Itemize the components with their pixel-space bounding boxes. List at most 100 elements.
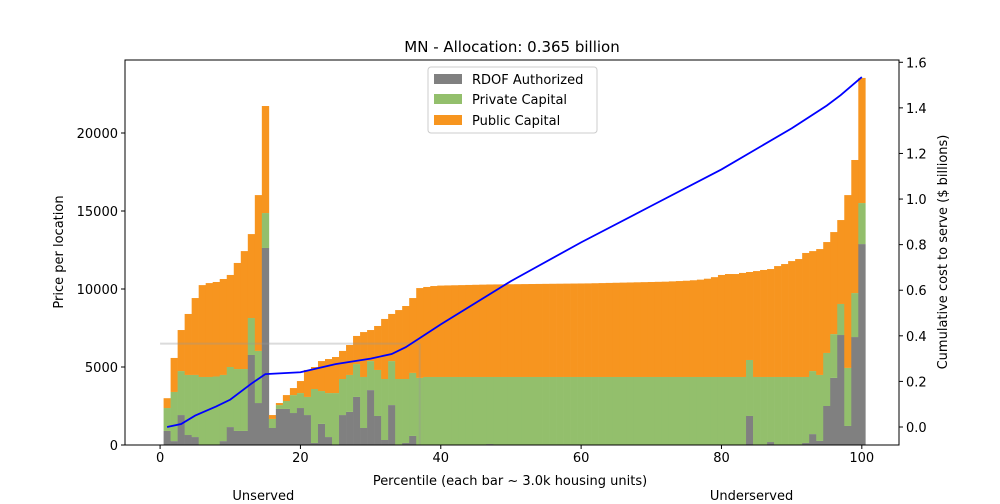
bar-private	[746, 359, 754, 416]
bar-private	[661, 376, 670, 445]
bar-rdof	[858, 244, 866, 445]
y-right-tick-label: 1.4	[906, 102, 927, 117]
bar-rdof	[177, 415, 185, 445]
bar-rdof	[163, 430, 171, 445]
bar-private	[500, 376, 508, 445]
cumulative-line-group	[166, 76, 863, 428]
bar-private	[514, 376, 522, 445]
y-right-tick-label: 0.0	[906, 421, 927, 436]
bar-private	[374, 369, 382, 416]
bar-public	[219, 279, 228, 375]
legend-label-public: Public Capital	[472, 114, 560, 129]
y-right-tick-label: 1.0	[906, 193, 927, 208]
legend: RDOF Authorized Private Capital Public C…	[427, 66, 598, 134]
bar-private	[184, 374, 192, 436]
bar-private	[507, 376, 515, 445]
bar-private	[423, 376, 431, 445]
bar-public	[324, 359, 333, 394]
bar-private	[416, 377, 424, 445]
bar-rdof	[219, 441, 228, 445]
bar-rdof	[346, 411, 354, 445]
bar-private	[296, 393, 305, 409]
bar-public	[177, 330, 185, 372]
x-tick-label: 40	[433, 451, 450, 466]
bar-public	[696, 279, 705, 377]
y-ticks-right: 0.0 0.2 0.4 0.6 0.8 1.0 1.2 1.4 1.6	[899, 56, 927, 436]
bar-rdof	[254, 403, 263, 445]
bar-private	[381, 379, 389, 441]
bar-private	[619, 376, 628, 445]
bar-private	[409, 372, 417, 436]
y-tick-label: 5000	[85, 361, 118, 376]
bar-public	[254, 195, 263, 351]
bar-public	[444, 285, 452, 377]
bar-public	[521, 284, 529, 377]
bar-rdof	[381, 440, 389, 445]
y-right-tick-label: 1.6	[906, 56, 927, 71]
bar-public	[703, 278, 712, 377]
bar-public	[198, 285, 206, 377]
bar-private	[465, 376, 473, 445]
bar-private	[261, 213, 270, 248]
x-tick-label: 80	[713, 451, 730, 466]
bar-private	[542, 376, 550, 445]
bar-private	[479, 376, 487, 445]
bar-private	[521, 376, 529, 445]
bar-public	[535, 283, 543, 377]
bar-rdof	[388, 405, 396, 445]
bar-private	[584, 376, 592, 445]
bar-private	[577, 376, 585, 445]
y-right-tick-label: 0.8	[906, 239, 927, 254]
bar-public	[724, 274, 733, 377]
legend-box	[427, 66, 598, 134]
bar-private	[844, 367, 852, 426]
bar-private	[724, 376, 733, 445]
bars-group	[163, 77, 866, 445]
bar-public	[500, 284, 508, 377]
plot-frame	[124, 59, 900, 446]
bar-private	[219, 374, 228, 442]
bar-rdof	[184, 435, 192, 445]
bar-public	[458, 285, 466, 377]
legend-swatch-rdof	[434, 74, 462, 84]
bar-public	[346, 345, 354, 375]
bar-private	[809, 371, 817, 435]
bar-private	[170, 391, 178, 442]
bar-public	[809, 251, 817, 372]
bar-private	[563, 376, 571, 445]
bar-public	[416, 288, 424, 378]
bar-private	[626, 376, 635, 445]
bar-rdof	[233, 430, 242, 445]
bar-public	[837, 220, 845, 304]
bar-public	[795, 259, 803, 377]
bar-private	[703, 376, 712, 445]
reference-lines	[160, 342, 421, 445]
bar-public	[486, 284, 494, 377]
bar-private	[282, 401, 291, 409]
bar-public	[675, 281, 684, 377]
bar-private	[268, 418, 277, 428]
bar-public	[465, 284, 473, 377]
bar-private	[289, 395, 298, 414]
bar-rdof	[360, 427, 368, 445]
bar-public	[163, 398, 171, 409]
bar-public	[493, 284, 501, 377]
bar-private	[402, 379, 410, 443]
bar-private	[781, 376, 789, 445]
chart-title: MN - Allocation: 0.365 billion	[404, 38, 619, 56]
bar-public	[830, 232, 838, 335]
bar-private	[310, 388, 319, 443]
bar-rdof	[830, 377, 838, 445]
x-ticks: 0 20 40 60 80 100	[156, 445, 874, 466]
y-right-tick-label: 0.4	[906, 330, 927, 345]
bar-private	[163, 408, 171, 431]
bar-public	[184, 313, 192, 375]
bar-private	[226, 367, 235, 428]
bar-private	[360, 376, 368, 428]
bar-private	[731, 376, 740, 445]
bar-private	[303, 396, 312, 416]
cumulative-cost-line	[166, 76, 863, 428]
bar-public	[367, 330, 375, 362]
bar-private	[767, 376, 775, 443]
